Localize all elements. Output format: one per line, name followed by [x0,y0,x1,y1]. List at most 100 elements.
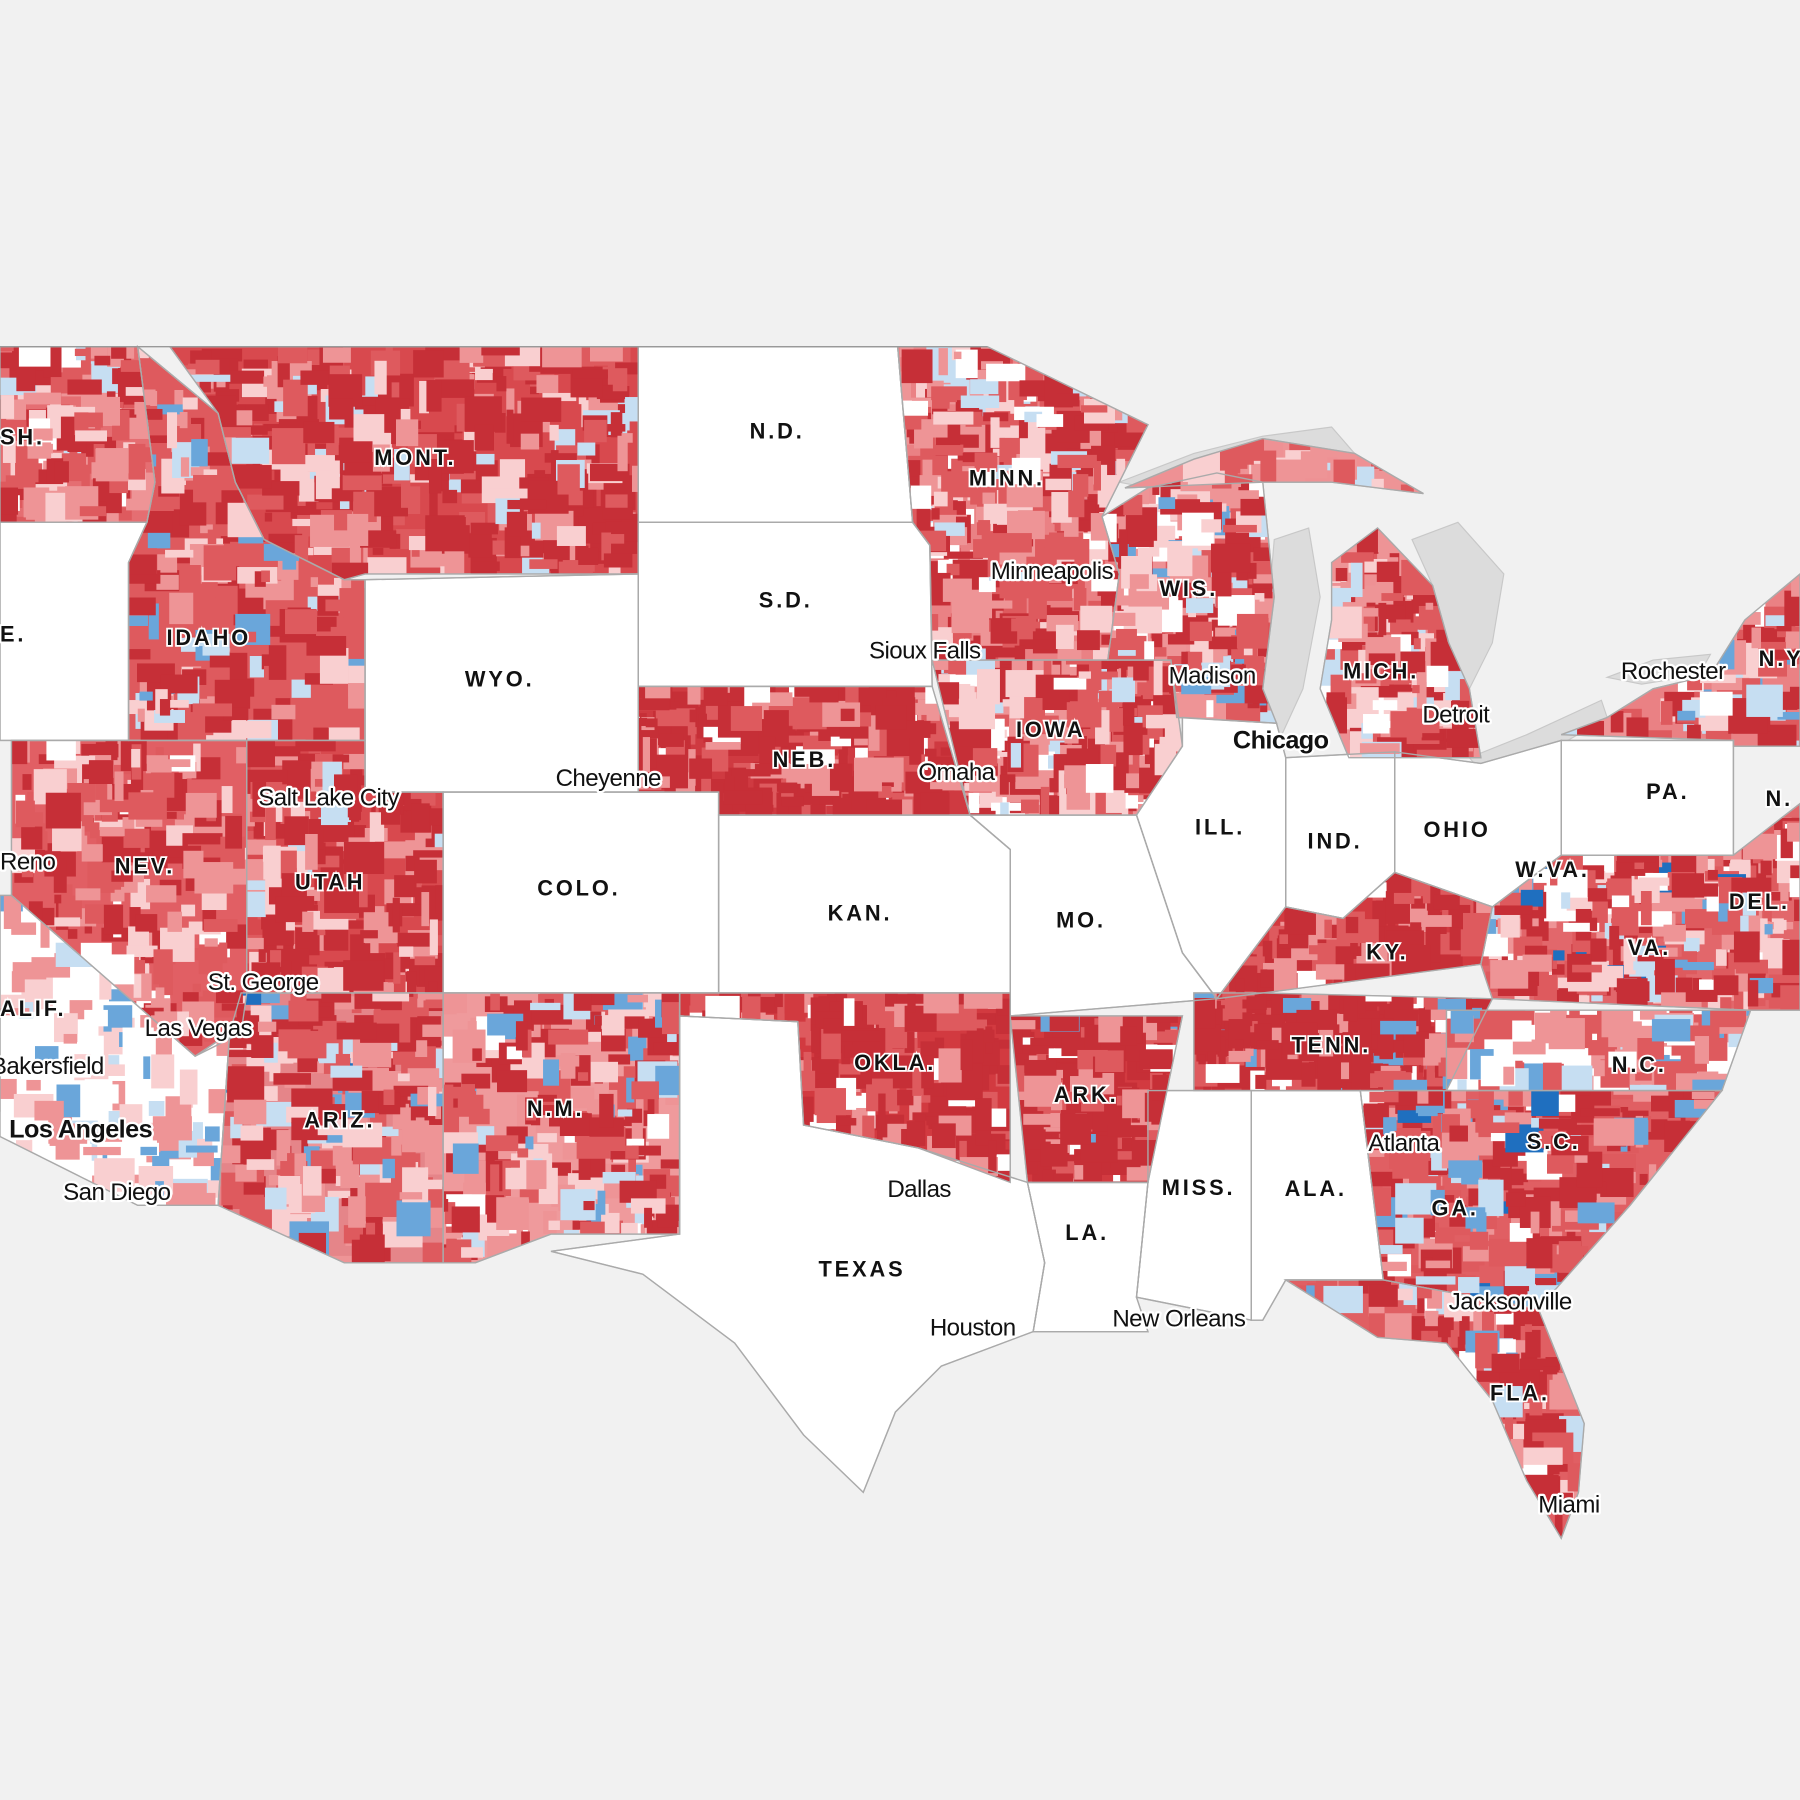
precinct [81,743,119,758]
precinct [1691,1091,1715,1100]
precinct [730,706,762,731]
precinct [906,1121,925,1144]
precinct [18,346,51,367]
precinct [202,633,230,656]
precinct [1205,1064,1240,1083]
precinct [804,992,814,1013]
precinct [625,397,639,422]
precinct [875,705,907,730]
precinct [1345,916,1359,934]
precinct [926,700,940,721]
precinct [268,645,287,680]
precinct [218,1050,255,1058]
precinct [542,392,577,402]
precinct [1436,616,1448,650]
precinct [990,417,1000,448]
precinct [342,475,382,491]
precinct [1789,686,1800,710]
precinct [429,485,438,521]
precinct [578,547,599,565]
precinct [921,782,958,790]
precinct [1692,1079,1727,1091]
precinct [126,346,135,359]
precinct [425,999,444,1009]
precinct [1111,677,1136,703]
precinct [1413,638,1421,650]
precinct [1785,631,1800,649]
precinct [334,774,358,798]
precinct [1116,628,1137,651]
precinct [1387,913,1396,935]
precinct [521,397,562,422]
precinct [411,803,430,833]
precinct [933,444,964,456]
precinct [79,346,110,359]
precinct [1372,700,1398,711]
precinct [1116,660,1156,667]
precinct [754,763,782,775]
precinct [1556,1492,1573,1512]
precinct [1133,664,1149,681]
precinct [1095,1050,1124,1073]
precinct [94,355,111,366]
precinct [1011,457,1041,485]
precinct [960,1039,973,1071]
precinct [1415,1276,1456,1285]
precinct [814,1088,846,1116]
texture-arkansas [1010,1015,1183,1183]
precinct [264,512,273,522]
precinct [247,494,284,510]
precinct [146,755,169,764]
precinct [1425,602,1434,610]
precinct [1153,660,1163,696]
precinct [271,428,306,465]
precinct [958,683,971,704]
precinct [305,833,318,870]
precinct [160,759,191,768]
precinct [1064,774,1078,789]
precinct [1122,704,1135,726]
precinct [155,987,165,1009]
precinct [1764,924,1773,935]
precinct [991,802,1029,811]
precinct [74,412,89,436]
precinct [1212,1008,1222,1031]
precinct [1120,1026,1137,1046]
precinct [956,598,991,608]
precinct [270,950,282,967]
precinct [129,907,141,942]
precinct [1682,962,1714,971]
precinct [1616,855,1656,863]
precinct [75,430,107,442]
precinct [559,1113,592,1137]
precinct [601,532,612,561]
precinct [117,371,145,402]
precinct [1519,1276,1528,1309]
precinct [1430,1189,1445,1216]
precinct [619,1180,657,1203]
precinct [1699,979,1728,991]
precinct [182,397,198,410]
precinct [1334,644,1345,668]
precinct [938,348,948,376]
precinct [343,841,385,875]
precinct [372,547,384,555]
precinct [1553,950,1565,961]
precinct [1301,1062,1316,1087]
precinct [603,553,633,568]
precinct [520,433,540,450]
precinct [139,691,153,701]
precinct [1783,626,1800,635]
precinct [1117,605,1126,616]
precinct [610,412,623,438]
precinct [372,444,390,472]
precinct [992,533,1032,553]
precinct [1435,1019,1448,1033]
precinct [383,1089,395,1106]
precinct [901,349,933,384]
precinct [1359,1010,1380,1022]
precinct [1558,1124,1594,1136]
precinct [352,1038,392,1068]
precinct [181,904,196,917]
